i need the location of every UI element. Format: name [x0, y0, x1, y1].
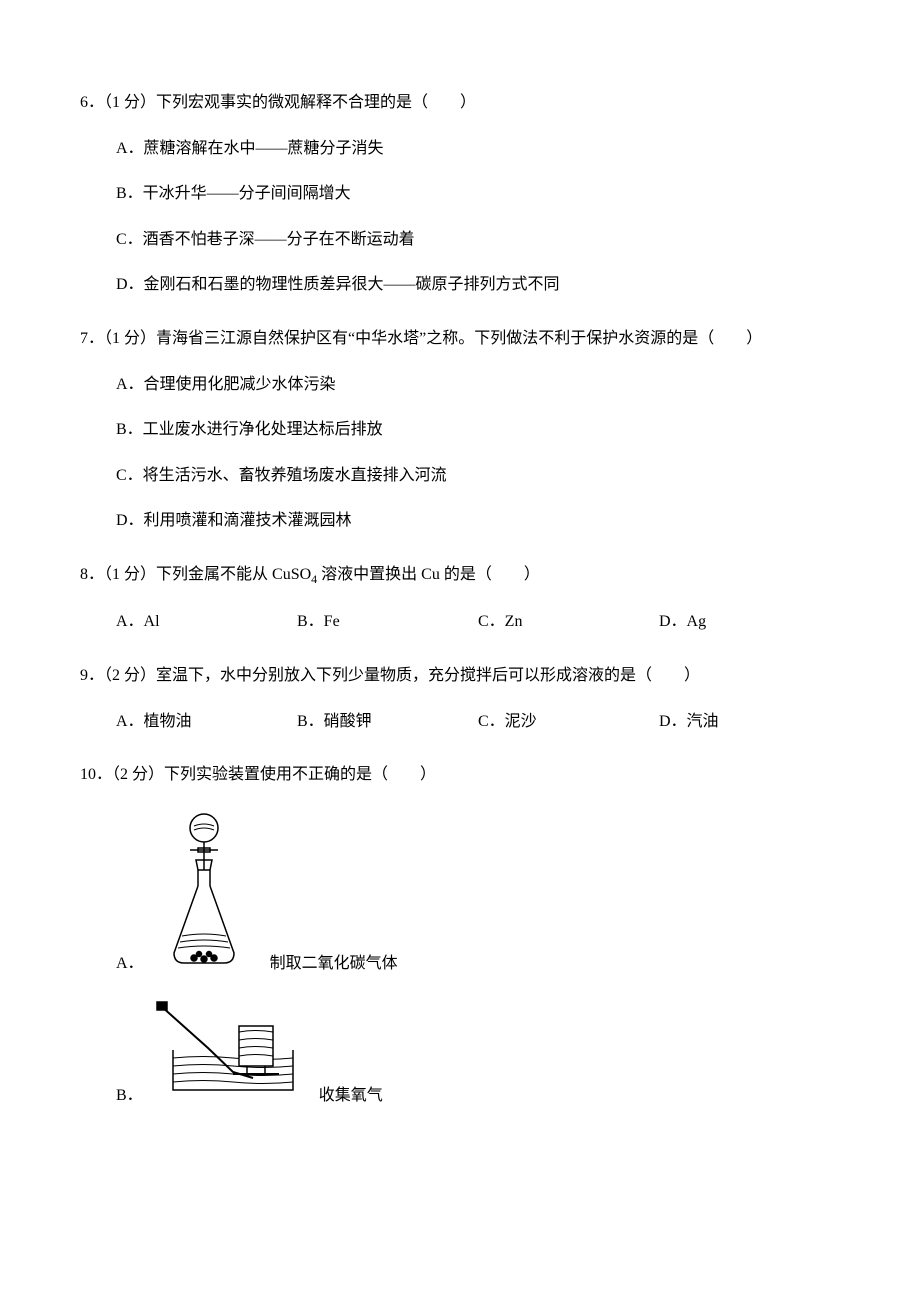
q6-number: 6．: [80, 94, 104, 111]
q7-option-d: D．利用喷灌和滴灌技术灌溉园林: [116, 508, 840, 534]
q6-text: 下列宏观事实的微观解释不合理的是（ ）: [156, 94, 476, 111]
q8-option-b: B．Fe: [297, 609, 478, 635]
q7-options: A．合理使用化肥减少水体污染 B．工业废水进行净化处理达标后排放 C．将生活污水…: [80, 372, 840, 534]
q9-stem: 9．（2 分）室温下，水中分别放入下列少量物质，充分搅拌后可以形成溶液的是（ ）: [80, 663, 840, 689]
question-6: 6．（1 分）下列宏观事实的微观解释不合理的是（ ） A．蔗糖溶解在水中——蔗糖…: [80, 90, 840, 298]
q10-a-label: A．: [116, 951, 144, 977]
oxygen-collection-icon: [153, 1000, 303, 1109]
q8-option-c: C．Zn: [478, 609, 659, 635]
q8-text-post: 溶液中置换出 Cu 的是（ ）: [317, 566, 540, 583]
q9-points: （2 分）: [104, 667, 156, 684]
q8-options: A．Al B．Fe C．Zn D．Ag: [80, 609, 840, 635]
q10-points: （2 分）: [112, 766, 164, 783]
q9-option-d: D．汽油: [659, 709, 840, 735]
q7-option-b: B．工业废水进行净化处理达标后排放: [116, 417, 840, 443]
q6-stem: 6．（1 分）下列宏观事实的微观解释不合理的是（ ）: [80, 90, 840, 116]
q10-a-caption: 制取二氧化碳气体: [270, 951, 398, 977]
q6-option-a: A．蔗糖溶解在水中——蔗糖分子消失: [116, 136, 840, 162]
q8-stem: 8．（1 分）下列金属不能从 CuSO4 溶液中置换出 Cu 的是（ ）: [80, 562, 840, 589]
q7-option-a: A．合理使用化肥减少水体污染: [116, 372, 840, 398]
q6-options: A．蔗糖溶解在水中——蔗糖分子消失 B．干冰升华——分子间间隔增大 C．酒香不怕…: [80, 136, 840, 298]
q10-number: 10．: [80, 766, 112, 783]
q9-option-c: C．泥沙: [478, 709, 659, 735]
co2-apparatus-icon: [154, 808, 254, 977]
q8-number: 8．: [80, 566, 104, 583]
q8-option-d: D．Ag: [659, 609, 840, 635]
q9-option-a: A．植物油: [116, 709, 297, 735]
q10-stem: 10．（2 分）下列实验装置使用不正确的是（ ）: [80, 762, 840, 788]
q10-text: 下列实验装置使用不正确的是（ ）: [164, 766, 436, 783]
question-7: 7．（1 分）青海省三江源自然保护区有“中华水塔”之称。下列做法不利于保护水资源…: [80, 326, 840, 534]
q8-points: （1 分）: [104, 566, 156, 583]
q6-option-b: B．干冰升华——分子间间隔增大: [116, 181, 840, 207]
q10-b-caption: 收集氧气: [319, 1083, 383, 1109]
q9-options: A．植物油 B．硝酸钾 C．泥沙 D．汽油: [80, 709, 840, 735]
question-9: 9．（2 分）室温下，水中分别放入下列少量物质，充分搅拌后可以形成溶液的是（ ）…: [80, 663, 840, 734]
q7-points: （1 分）: [104, 330, 156, 347]
q8-text-pre: 下列金属不能从 CuSO: [156, 566, 311, 583]
question-10: 10．（2 分）下列实验装置使用不正确的是（ ） A．: [80, 762, 840, 1109]
q10-option-b: B．: [80, 1000, 840, 1109]
q8-option-a: A．Al: [116, 609, 297, 635]
q7-number: 7．: [80, 330, 104, 347]
q6-option-c: C．酒香不怕巷子深——分子在不断运动着: [116, 227, 840, 253]
q6-points: （1 分）: [104, 94, 156, 111]
q9-option-b: B．硝酸钾: [297, 709, 478, 735]
q9-number: 9．: [80, 667, 104, 684]
q10-option-a: A．: [80, 808, 840, 977]
q6-option-d: D．金刚石和石墨的物理性质差异很大——碳原子排列方式不同: [116, 272, 840, 298]
q10-b-label: B．: [116, 1083, 143, 1109]
q7-stem: 7．（1 分）青海省三江源自然保护区有“中华水塔”之称。下列做法不利于保护水资源…: [80, 326, 840, 352]
question-8: 8．（1 分）下列金属不能从 CuSO4 溶液中置换出 Cu 的是（ ） A．A…: [80, 562, 840, 635]
q9-text: 室温下，水中分别放入下列少量物质，充分搅拌后可以形成溶液的是（ ）: [156, 667, 700, 684]
q7-text: 青海省三江源自然保护区有“中华水塔”之称。下列做法不利于保护水资源的是（ ）: [156, 330, 762, 347]
q7-option-c: C．将生活污水、畜牧养殖场废水直接排入河流: [116, 463, 840, 489]
